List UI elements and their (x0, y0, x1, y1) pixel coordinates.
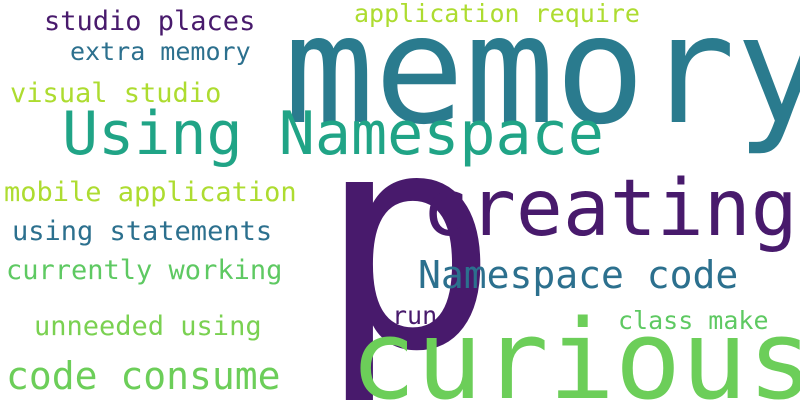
word-currently-working: currently working (6, 255, 283, 286)
word-extra-memory: extra memory (70, 37, 251, 66)
word-mobile-application: mobile application (4, 177, 297, 208)
word-namespace-code: Namespace code (418, 253, 739, 297)
word-visual-studio: visual studio (10, 78, 222, 109)
word-unneeded-using: unneeded using (34, 311, 262, 342)
word-p: p (318, 68, 499, 400)
word-run-p: run p (392, 301, 468, 330)
word-using-namespace: Using Namespace (62, 99, 604, 169)
word-studio-places: studio places (44, 6, 256, 37)
word-class-make: class make (618, 306, 769, 335)
word-application-require: application require (354, 0, 640, 28)
word-using-statements: using statements (12, 216, 273, 247)
word-curious: curious (350, 296, 800, 400)
word-memory: memory (284, 0, 800, 158)
word-creating: creating (422, 164, 798, 254)
word-code-consume: code consume (6, 354, 281, 398)
